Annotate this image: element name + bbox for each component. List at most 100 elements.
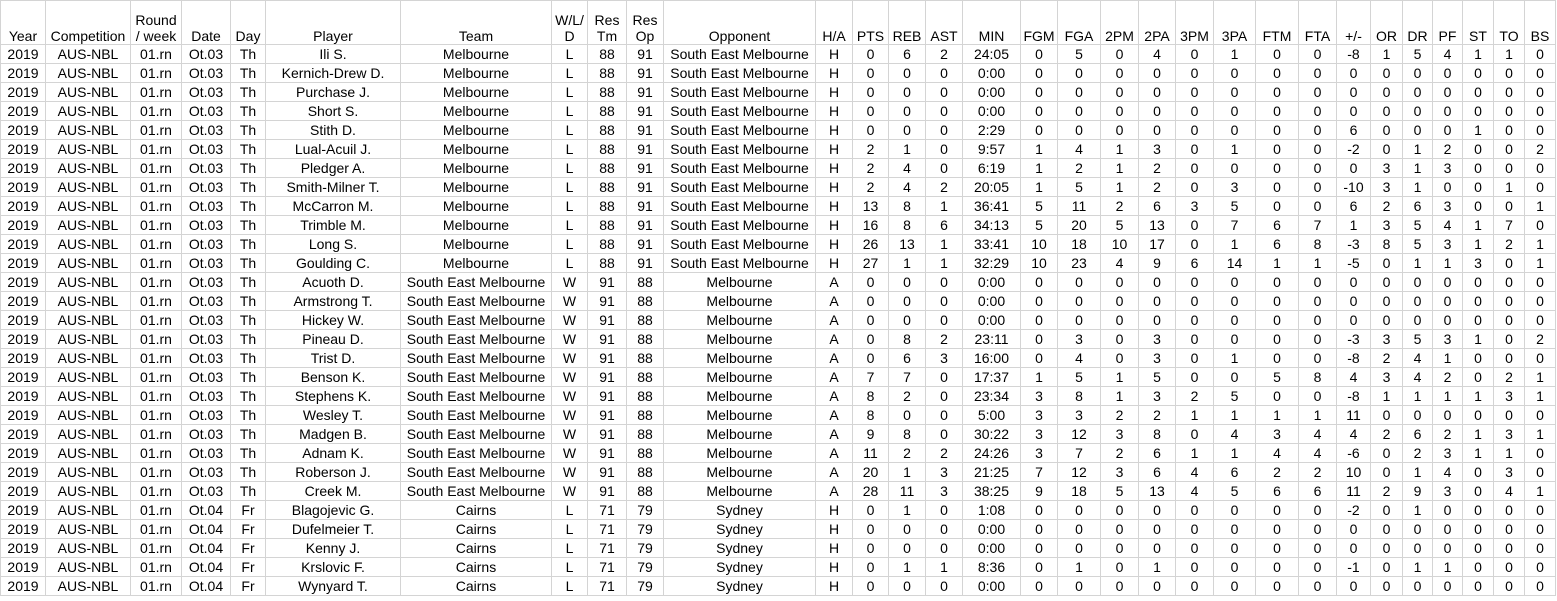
cell: 1 bbox=[1020, 139, 1058, 159]
cell: 0 bbox=[1175, 177, 1214, 197]
cell: 1 bbox=[1175, 405, 1214, 425]
cell: 9:57 bbox=[962, 139, 1021, 159]
cell: 2019 bbox=[0, 101, 46, 121]
cell: 0 bbox=[1462, 177, 1494, 197]
cell: Ot.03 bbox=[181, 120, 231, 140]
cell: 9 bbox=[1138, 253, 1176, 273]
cell: 4 bbox=[1057, 139, 1101, 159]
header-text: FTA bbox=[1304, 28, 1331, 44]
cell: AUS-NBL bbox=[45, 120, 131, 140]
cell: 0 bbox=[1432, 177, 1463, 197]
cell: 0 bbox=[1020, 538, 1058, 558]
cell: 0 bbox=[1057, 63, 1101, 83]
cell: Trimble M. bbox=[265, 215, 401, 235]
cell: 0 bbox=[1336, 272, 1371, 292]
cell: 0 bbox=[1462, 462, 1494, 482]
header-text: FGM bbox=[1023, 28, 1055, 44]
cell: W bbox=[551, 348, 588, 368]
cell: 0 bbox=[925, 576, 963, 596]
cell: H bbox=[815, 234, 853, 254]
cell: 5 bbox=[1057, 44, 1101, 64]
cell: 0 bbox=[925, 63, 963, 83]
cell: 0 bbox=[1057, 538, 1101, 558]
cell: L bbox=[551, 44, 588, 64]
cell: Melbourne bbox=[663, 386, 816, 406]
cell: 1 bbox=[1370, 44, 1403, 64]
cell: -2 bbox=[1336, 500, 1371, 520]
cell: 2 bbox=[1100, 196, 1139, 216]
cell: 91 bbox=[626, 253, 664, 273]
cell: H bbox=[815, 500, 853, 520]
cell: H bbox=[815, 253, 853, 273]
cell: 1 bbox=[925, 234, 963, 254]
data-row: 2019 AUS-NBL 01.rn Ot.03 Th Creek M. South Eas… bbox=[0, 481, 1556, 501]
cell: 0 bbox=[888, 538, 926, 558]
cell: 0 bbox=[1175, 538, 1214, 558]
cell: 01.rn bbox=[130, 386, 182, 406]
cell: 0:00 bbox=[962, 101, 1021, 121]
header-text: Day bbox=[235, 28, 261, 44]
cell: Ot.03 bbox=[181, 82, 231, 102]
cell: 2 bbox=[888, 386, 926, 406]
cell: Melbourne bbox=[400, 139, 552, 159]
cell: 0 bbox=[1524, 158, 1556, 178]
cell: H bbox=[815, 196, 853, 216]
cell: 0 bbox=[1213, 63, 1256, 83]
cell: Ot.03 bbox=[181, 348, 231, 368]
cell: 0 bbox=[1213, 557, 1256, 577]
cell: 0 bbox=[1057, 519, 1101, 539]
cell: 0 bbox=[1057, 576, 1101, 596]
cell: 01.rn bbox=[130, 424, 182, 444]
cell: 0 bbox=[1493, 253, 1525, 273]
cell: Wesley T. bbox=[265, 405, 401, 425]
cell: 1 bbox=[1175, 443, 1214, 463]
cell: 3 bbox=[1020, 386, 1058, 406]
cell: 0 bbox=[1020, 82, 1058, 102]
cell: Sydney bbox=[663, 557, 816, 577]
cell: 2019 bbox=[0, 253, 46, 273]
cell: 88 bbox=[587, 177, 627, 197]
cell: 91 bbox=[626, 120, 664, 140]
cell: AUS-NBL bbox=[45, 196, 131, 216]
cell: 79 bbox=[626, 519, 664, 539]
cell: H bbox=[815, 120, 853, 140]
cell: 1:08 bbox=[962, 500, 1021, 520]
cell: Wynyard T. bbox=[265, 576, 401, 596]
data-row: 2019 AUS-NBL 01.rn Ot.03 Th McCarron M. Melbou… bbox=[0, 196, 1556, 216]
cell: 0 bbox=[1057, 101, 1101, 121]
cell: AUS-NBL bbox=[45, 462, 131, 482]
cell: 0 bbox=[1524, 519, 1556, 539]
cell: 0 bbox=[1298, 310, 1337, 330]
cell: Sydney bbox=[663, 500, 816, 520]
cell: Ot.04 bbox=[181, 538, 231, 558]
cell: 1 bbox=[1432, 253, 1463, 273]
cell: 3 bbox=[1432, 158, 1463, 178]
cell: 0 bbox=[1175, 63, 1214, 83]
cell: 0 bbox=[1462, 348, 1494, 368]
table-body: 2019 AUS-NBL 01.rn Ot.03 Th Ili S. Melbourne L 8… bbox=[0, 44, 1556, 596]
cell: 3 bbox=[1462, 253, 1494, 273]
cell: 1 bbox=[1462, 215, 1494, 235]
cell: 0 bbox=[888, 310, 926, 330]
cell: 38:25 bbox=[962, 481, 1021, 501]
cell: AUS-NBL bbox=[45, 158, 131, 178]
cell: 2019 bbox=[0, 519, 46, 539]
cell: AUS-NBL bbox=[45, 253, 131, 273]
cell: 4 bbox=[888, 158, 926, 178]
cell: 0 bbox=[1100, 329, 1139, 349]
cell: 0 bbox=[1138, 500, 1176, 520]
cell: 2019 bbox=[0, 557, 46, 577]
cell: 0 bbox=[1138, 576, 1176, 596]
cell: Melbourne bbox=[400, 44, 552, 64]
cell: 1 bbox=[1020, 177, 1058, 197]
cell: Ot.03 bbox=[181, 386, 231, 406]
cell: AUS-NBL bbox=[45, 500, 131, 520]
column-header: TO bbox=[1493, 0, 1525, 45]
header-text: ST bbox=[1469, 28, 1487, 44]
cell: 91 bbox=[587, 443, 627, 463]
cell: 6 bbox=[1336, 196, 1371, 216]
cell: 2019 bbox=[0, 386, 46, 406]
cell: 0:00 bbox=[962, 310, 1021, 330]
cell: 3 bbox=[1432, 329, 1463, 349]
